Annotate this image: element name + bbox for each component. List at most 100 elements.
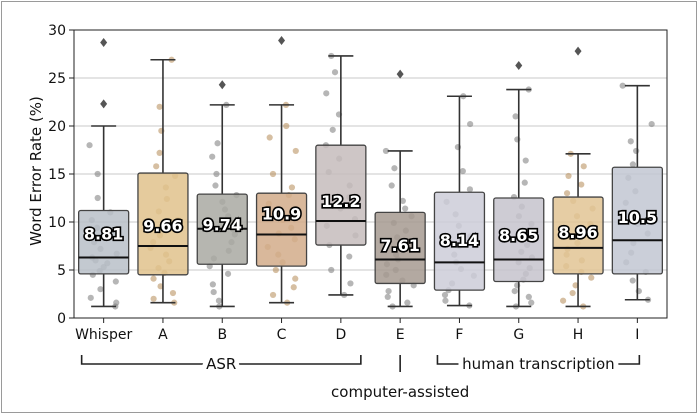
group-brackets: ASR computer-assisted human transcription — [80, 350, 641, 401]
data-point — [112, 278, 119, 285]
box-I — [611, 84, 663, 301]
outlier-marker — [574, 46, 582, 56]
data-point — [563, 190, 571, 197]
y-tick-label: 25 — [48, 71, 66, 87]
outlier-marker — [396, 69, 404, 79]
data-point — [459, 168, 466, 175]
data-point — [97, 286, 104, 293]
outlier-marker — [100, 37, 108, 47]
y-tick-label: 15 — [48, 167, 66, 183]
data-point — [156, 149, 163, 156]
outlier-marker — [218, 80, 226, 90]
data-point — [272, 266, 279, 274]
data-point — [157, 283, 164, 290]
mean-label-E: 7.61 — [380, 236, 419, 255]
data-point — [511, 288, 518, 295]
x-tick-label-H: H — [573, 327, 584, 343]
data-point — [629, 277, 636, 284]
iqr-box — [433, 191, 486, 291]
x-tick-label-Whisper: Whisper — [75, 327, 132, 343]
mean-label-C: 10.9 — [262, 204, 301, 223]
human-transcription-bracket — [436, 355, 641, 365]
data-point — [633, 147, 640, 155]
data-point — [648, 120, 655, 128]
data-point — [283, 122, 290, 130]
y-tick-label: 10 — [48, 215, 66, 231]
asr-bracket — [80, 355, 362, 365]
y-tick-label: 20 — [48, 119, 66, 135]
data-point — [150, 295, 157, 302]
mean-label-I: 10.5 — [618, 208, 657, 227]
data-point — [269, 291, 277, 299]
x-tick-label-G: G — [513, 327, 524, 343]
data-point — [94, 194, 101, 202]
data-point — [347, 280, 354, 287]
data-point — [560, 297, 567, 304]
box-F — [433, 95, 486, 307]
data-point — [269, 170, 277, 178]
data-point — [512, 113, 519, 120]
data-point — [619, 82, 626, 89]
data-point — [212, 182, 219, 189]
computer-assisted-label: computer-assisted — [331, 383, 469, 401]
data-point — [323, 90, 330, 97]
x-tick-label-F: F — [455, 327, 463, 343]
mean-label-G: 8.65 — [499, 226, 538, 245]
mean-label-H: 8.96 — [558, 223, 597, 242]
box-A — [137, 58, 189, 304]
iqr-box — [137, 172, 189, 276]
data-point — [565, 172, 572, 180]
data-point — [266, 134, 273, 141]
data-point — [331, 69, 339, 76]
data-point — [329, 126, 336, 133]
data-point — [466, 186, 474, 193]
iqr-box — [255, 192, 308, 267]
x-tick-label-C: C — [277, 327, 287, 343]
outlier-marker — [278, 36, 286, 46]
data-point — [210, 288, 217, 296]
data-point — [384, 293, 391, 300]
iqr-box — [552, 196, 604, 275]
box-B — [196, 80, 248, 308]
data-point — [588, 274, 595, 281]
data-point — [292, 147, 299, 155]
x-tick-label-A: A — [158, 327, 168, 343]
data-point — [214, 140, 221, 147]
data-point — [113, 299, 120, 306]
data-point — [627, 138, 634, 145]
data-point — [399, 197, 406, 204]
data-point — [528, 299, 535, 306]
data-point — [156, 103, 163, 110]
data-point — [209, 153, 216, 160]
x-tick-label-E: E — [396, 327, 405, 343]
data-point — [402, 205, 409, 212]
data-point — [346, 253, 353, 260]
iqr-box — [611, 166, 663, 275]
human-transcription-label: human transcription — [462, 355, 615, 373]
data-point — [467, 120, 474, 128]
y-axis-label: Word Error Rate (%) — [27, 96, 45, 246]
boxes — [78, 36, 663, 308]
mean-label-B: 9.74 — [203, 215, 242, 234]
mean-labels: 8.81 9.66 9.74 10.9 12.2 7.61 8.14 8.65 8.96 10.5 — [82, 190, 658, 256]
data-point — [224, 270, 232, 277]
data-point — [209, 281, 216, 288]
data-point — [580, 163, 587, 170]
data-point — [328, 266, 335, 274]
data-point — [94, 170, 101, 178]
data-point — [572, 282, 579, 289]
box-G — [493, 61, 545, 308]
mean-label-A: 9.66 — [143, 216, 182, 235]
data-point — [385, 288, 392, 295]
iqr-box — [493, 197, 545, 283]
box-E — [374, 69, 426, 308]
data-point — [290, 284, 297, 291]
data-point — [525, 293, 532, 300]
data-point — [578, 181, 585, 188]
data-point — [382, 147, 390, 155]
data-point — [213, 170, 220, 178]
mean-label-D: 12.2 — [321, 192, 360, 211]
x-tick-label-B: B — [217, 327, 227, 343]
